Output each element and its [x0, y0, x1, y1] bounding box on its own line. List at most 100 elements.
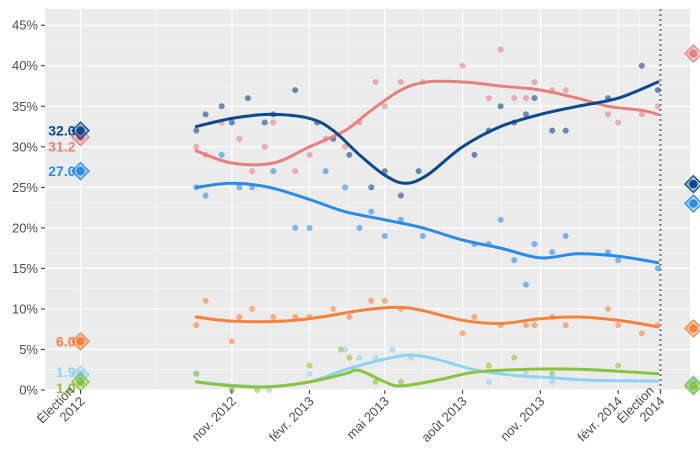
- poll-point: [236, 184, 243, 191]
- poll-point: [292, 87, 299, 94]
- poll-point: [615, 119, 622, 126]
- poll-point: [266, 387, 273, 393]
- poll-point: [306, 224, 313, 231]
- poll-point: [342, 143, 349, 150]
- poll-point: [497, 46, 504, 53]
- poll-point: [261, 143, 268, 150]
- election-result-dot: [76, 370, 85, 379]
- poll-point: [485, 362, 492, 369]
- poll-point: [638, 111, 645, 118]
- poll-point: [531, 241, 538, 248]
- election-result-dot: [76, 166, 85, 176]
- poll-point: [485, 378, 492, 385]
- poll-point: [368, 208, 375, 215]
- poll-point: [292, 224, 299, 231]
- poll-point: [615, 322, 622, 329]
- y-tick-label: 10%: [12, 301, 38, 316]
- poll-point: [193, 143, 200, 150]
- poll-point: [562, 127, 569, 134]
- poll-point: [306, 370, 313, 377]
- poll-point: [562, 232, 569, 239]
- y-tick-label: 20%: [12, 220, 38, 235]
- election-2012-value: 31.2: [48, 139, 75, 155]
- poll-point: [306, 151, 313, 158]
- poll-point: [654, 265, 661, 272]
- poll-point: [236, 135, 243, 142]
- poll-point: [605, 111, 612, 118]
- poll-point: [485, 95, 492, 102]
- poll-point: [415, 168, 422, 175]
- poll-point: [459, 330, 466, 337]
- poll-point: [511, 354, 518, 361]
- poll-point: [346, 354, 353, 361]
- poll-point: [270, 119, 277, 126]
- poll-point: [471, 314, 478, 321]
- poll-point: [511, 257, 518, 264]
- poll-point: [337, 346, 344, 353]
- poll-point: [270, 314, 277, 321]
- y-tick-label: 15%: [12, 261, 38, 276]
- poll-point: [372, 78, 379, 85]
- poll-point: [228, 338, 235, 345]
- poll-point: [523, 111, 530, 118]
- y-tick-label: 30%: [12, 139, 38, 154]
- poll-point: [372, 354, 379, 361]
- poll-point: [292, 314, 299, 321]
- poll-point: [356, 354, 363, 361]
- poll-point: [531, 322, 538, 329]
- election-result-dot: [689, 324, 698, 333]
- election-result-dot: [689, 179, 698, 189]
- poll-point: [342, 184, 349, 191]
- poll-point: [397, 78, 404, 85]
- poll-point: [368, 297, 375, 304]
- poll-point: [549, 249, 556, 256]
- poll-point: [459, 62, 466, 69]
- poll-point: [605, 305, 612, 312]
- poll-point: [261, 119, 268, 126]
- poll-point: [356, 224, 363, 231]
- poll-point: [244, 95, 251, 102]
- poll-point: [419, 232, 426, 239]
- y-axis: 0% 5% 10% 15% 20% 25% 30% 35% 40% 45%: [12, 18, 45, 398]
- poll-point: [562, 87, 569, 94]
- election-result-dot: [76, 132, 85, 142]
- x-tick-label: mai 2013: [344, 394, 392, 442]
- poll-point: [202, 297, 209, 304]
- y-tick-label: 35%: [12, 99, 38, 114]
- poll-point: [471, 151, 478, 158]
- poll-point: [270, 168, 277, 175]
- poll-point: [562, 322, 569, 329]
- trend-line: [194, 80, 660, 185]
- poll-point: [531, 95, 538, 102]
- poll-point: [292, 168, 299, 175]
- election-result-labels: 32.031.227.06.01.91.041.525.423.07.60.70…: [48, 123, 76, 396]
- trend-lines: [194, 79, 660, 389]
- election-result-dot: [689, 49, 698, 58]
- trend-line: [194, 367, 660, 389]
- poll-point: [249, 305, 256, 312]
- poll-point: [523, 95, 530, 102]
- poll-point: [218, 151, 225, 158]
- poll-point: [654, 87, 661, 94]
- poll-point: [497, 216, 504, 223]
- election-result-dot: [689, 199, 698, 208]
- poll-point: [342, 346, 349, 353]
- poll-point: [397, 378, 404, 385]
- minor-gridlines: [45, 9, 690, 390]
- poll-point: [389, 346, 396, 353]
- poll-point: [497, 103, 504, 110]
- poll-point: [249, 168, 256, 175]
- x-tick-label: nov. 2013: [497, 394, 547, 444]
- poll-point: [322, 168, 329, 175]
- poll-point: [615, 257, 622, 264]
- poll-point: [228, 119, 235, 126]
- y-tick-label: 0%: [19, 383, 38, 398]
- trend-line: [194, 305, 660, 329]
- election-2012-value: 1.9: [56, 364, 76, 380]
- y-tick-label: 5%: [19, 342, 38, 357]
- poll-point: [202, 192, 209, 199]
- poll-point: [346, 314, 353, 321]
- poll-point: [193, 127, 200, 134]
- poll-point: [654, 103, 661, 110]
- poll-point: [523, 281, 530, 288]
